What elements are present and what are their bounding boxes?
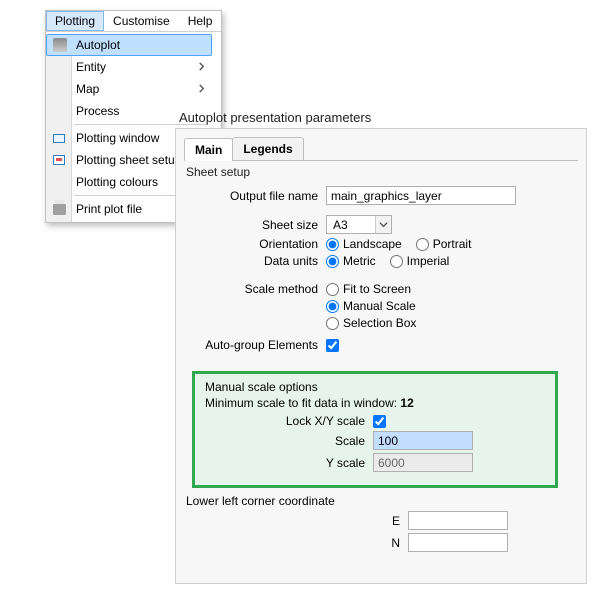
- coord-e-input[interactable]: [408, 511, 508, 530]
- yscale-input: [373, 453, 473, 472]
- sheet-size-select[interactable]: A3: [326, 215, 392, 234]
- print-icon: [51, 201, 67, 217]
- menu-item-label: Plotting window: [76, 131, 159, 145]
- plotting-window-icon: [51, 130, 67, 146]
- coord-e-label: E: [186, 514, 408, 528]
- sheet-setup-form: Output file name Sheet size A3 Orientati…: [176, 181, 586, 361]
- radio-label: Manual Scale: [343, 299, 416, 313]
- coord-n-label: N: [186, 536, 408, 550]
- menu-item-label: Map: [76, 82, 99, 96]
- lower-left-block: Lower left corner coordinate E N: [176, 494, 586, 552]
- data-units-metric-radio[interactable]: Metric: [326, 254, 376, 268]
- lock-xy-checkbox[interactable]: [373, 415, 386, 428]
- output-file-input[interactable]: [326, 186, 516, 205]
- data-units-imperial-radio[interactable]: Imperial: [390, 254, 450, 268]
- menu-item-entity[interactable]: Entity: [46, 56, 212, 78]
- tab-strip: Main Legends: [176, 129, 586, 160]
- radio-label: Landscape: [343, 237, 402, 251]
- chevron-down-icon: [375, 216, 391, 233]
- scale-method-label: Scale method: [186, 282, 326, 296]
- orientation-portrait-radio[interactable]: Portrait: [416, 237, 472, 251]
- menubar-item-customise[interactable]: Customise: [104, 11, 179, 31]
- scale-method-manual-radio[interactable]: Manual Scale: [326, 299, 416, 313]
- tab-main[interactable]: Main: [184, 138, 233, 161]
- output-file-label: Output file name: [186, 189, 326, 203]
- coord-n-input[interactable]: [408, 533, 508, 552]
- menu-item-label: Autoplot: [76, 38, 120, 52]
- menubar: Plotting Customise Help: [46, 11, 221, 32]
- data-units-label: Data units: [186, 254, 326, 268]
- autoplot-icon: [52, 37, 68, 53]
- menu-item-label: Entity: [76, 60, 106, 74]
- menu-item-label: Plotting sheet setup: [76, 153, 181, 167]
- radio-input[interactable]: [326, 255, 339, 268]
- scale-input[interactable]: [373, 431, 473, 450]
- auto-group-label: Auto-group Elements: [186, 338, 326, 352]
- radio-label: Metric: [343, 254, 376, 268]
- submenu-arrow-icon: [197, 60, 206, 74]
- radio-input[interactable]: [326, 238, 339, 251]
- min-scale-line: Minimum scale to fit data in window: 12: [205, 396, 545, 410]
- menu-item-label: Plotting colours: [76, 175, 158, 189]
- radio-label: Fit to Screen: [343, 282, 411, 296]
- orientation-landscape-radio[interactable]: Landscape: [326, 237, 402, 251]
- yscale-label: Y scale: [205, 456, 373, 470]
- menubar-item-help[interactable]: Help: [179, 11, 222, 31]
- lower-left-title: Lower left corner coordinate: [186, 494, 576, 508]
- sheet-size-value: A3: [327, 218, 375, 232]
- radio-input[interactable]: [326, 300, 339, 313]
- menubar-item-plotting[interactable]: Plotting: [46, 11, 104, 31]
- menu-item-map[interactable]: Map: [46, 78, 212, 100]
- sheet-setup-label: Sheet setup: [176, 161, 586, 181]
- auto-group-checkbox[interactable]: [326, 339, 339, 352]
- lock-xy-label: Lock X/Y scale: [205, 414, 373, 428]
- radio-input[interactable]: [326, 283, 339, 296]
- manual-scale-options-box: Manual scale options Minimum scale to fi…: [192, 371, 558, 488]
- tab-legends[interactable]: Legends: [232, 137, 303, 160]
- radio-label: Selection Box: [343, 316, 416, 330]
- dialog-title: Autoplot presentation parameters: [179, 110, 371, 125]
- sheet-size-label: Sheet size: [186, 218, 326, 232]
- scale-label: Scale: [205, 434, 373, 448]
- radio-input[interactable]: [416, 238, 429, 251]
- scale-method-selection-radio[interactable]: Selection Box: [326, 316, 416, 330]
- radio-label: Imperial: [407, 254, 450, 268]
- menu-item-label: Process: [76, 104, 119, 118]
- manual-scale-title: Manual scale options: [205, 380, 545, 394]
- radio-input[interactable]: [326, 317, 339, 330]
- orientation-label: Orientation: [186, 237, 326, 251]
- min-scale-label: Minimum scale to fit data in window:: [205, 396, 397, 410]
- autoplot-parameters-panel: Main Legends Sheet setup Output file nam…: [175, 128, 587, 584]
- radio-label: Portrait: [433, 237, 472, 251]
- menu-item-label: Print plot file: [76, 202, 142, 216]
- scale-method-fit-radio[interactable]: Fit to Screen: [326, 282, 411, 296]
- plotting-sheet-icon: [51, 152, 67, 168]
- min-scale-value: 12: [400, 396, 413, 410]
- radio-input[interactable]: [390, 255, 403, 268]
- menu-item-autoplot[interactable]: Autoplot: [46, 34, 212, 56]
- submenu-arrow-icon: [197, 82, 206, 96]
